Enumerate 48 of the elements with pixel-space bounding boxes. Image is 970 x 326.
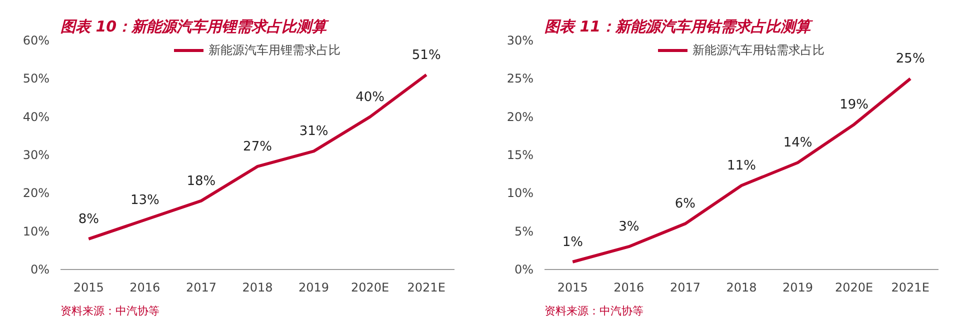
y-tick-label: 30% xyxy=(506,34,534,48)
text: 19% xyxy=(840,97,869,112)
y-tick-label: 60% xyxy=(22,34,50,48)
chart-title: 图表 11：新能源汽车用钴需求占比测算 xyxy=(544,18,814,36)
y-tick-label: 20% xyxy=(506,110,534,124)
x-tick-label: 2016 xyxy=(130,280,160,294)
y-tick-label: 40% xyxy=(22,110,50,124)
x-tick-label: 2015 xyxy=(557,280,588,294)
x-tick-label: 2018 xyxy=(242,280,273,294)
y-tick-label: 25% xyxy=(506,72,534,86)
chart-title: 图表 10：新能源汽车用锂需求占比测算 xyxy=(60,18,330,36)
text: 31% xyxy=(299,124,328,140)
text: 51% xyxy=(412,48,441,63)
text: 资料来源：中汽协等 xyxy=(60,304,160,318)
x-tick-label: 2017 xyxy=(670,280,700,294)
x-tick-label: 2021E xyxy=(407,280,446,294)
x-tick-label: 2015 xyxy=(73,280,104,294)
x-tick-label: 2019 xyxy=(298,280,330,294)
y-tick-label: 30% xyxy=(22,148,50,162)
y-tick-label: 5% xyxy=(514,224,534,238)
text: 40% xyxy=(356,90,385,105)
x-tick-label: 2020E xyxy=(351,280,390,294)
x-tick-label: 2019 xyxy=(782,280,814,294)
text: 资料来源：中汽协等 xyxy=(544,304,644,318)
y-tick-label: 10% xyxy=(22,224,50,238)
text: 3% xyxy=(618,220,640,235)
x-tick-label: 2020E xyxy=(835,280,874,294)
text: 6% xyxy=(674,196,696,212)
y-tick-label: 0% xyxy=(30,262,50,276)
legend-label: 新能源汽车用锂需求占比 xyxy=(208,42,340,58)
text: 1% xyxy=(562,234,583,250)
y-tick-label: 50% xyxy=(22,72,50,86)
legend-label: 新能源汽车用钴需求占比 xyxy=(692,42,824,58)
x-tick-label: 2016 xyxy=(614,280,644,294)
text: 13% xyxy=(130,192,160,208)
text: 14% xyxy=(783,136,812,151)
y-tick-label: 15% xyxy=(506,148,534,162)
x-tick-label: 2017 xyxy=(186,280,216,294)
y-tick-label: 10% xyxy=(506,186,534,200)
text: 11% xyxy=(727,158,756,174)
y-tick-label: 0% xyxy=(514,262,534,276)
text: 8% xyxy=(78,212,99,227)
text: 18% xyxy=(186,174,216,189)
x-tick-label: 2018 xyxy=(726,280,757,294)
y-tick-label: 20% xyxy=(22,186,50,200)
text: 25% xyxy=(896,52,925,67)
text: 27% xyxy=(243,139,272,154)
x-tick-label: 2021E xyxy=(891,280,930,294)
